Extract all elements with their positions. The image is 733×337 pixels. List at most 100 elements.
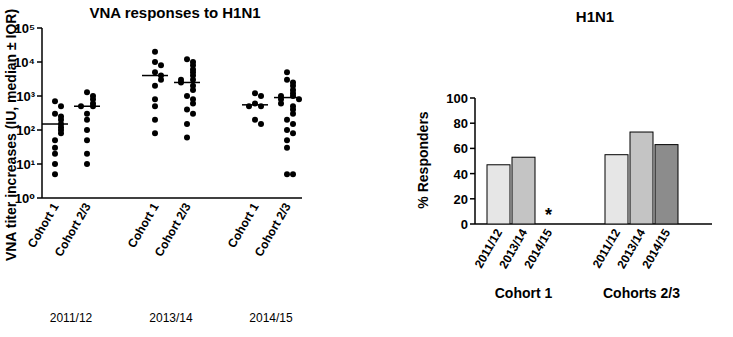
dot [184, 121, 190, 127]
y-tick [470, 122, 475, 124]
y-axis-label: VNA titer increases (IU, median ± IQR) [3, 9, 19, 261]
dot [84, 151, 90, 157]
dot [152, 59, 158, 65]
y-axis-line [41, 28, 43, 198]
dot [152, 96, 158, 102]
dot [190, 87, 196, 93]
x-tick-label: 2014/15 [639, 226, 673, 271]
y-tick [470, 223, 475, 225]
y-tick-label: 100 [446, 91, 468, 106]
group-label: Cohorts 2/3 [603, 285, 680, 301]
dot [84, 127, 90, 133]
dot [152, 83, 158, 89]
dot [152, 49, 158, 55]
dot [290, 121, 296, 127]
bar [487, 165, 510, 224]
dot [290, 130, 296, 136]
y-axis-label: % Responders [415, 111, 431, 208]
dot [252, 117, 258, 123]
dot [284, 145, 290, 151]
dot [84, 161, 90, 167]
median-line [242, 104, 268, 106]
dot [190, 101, 196, 107]
dot [152, 117, 158, 123]
y-tick [37, 197, 42, 199]
x-axis-line [42, 197, 302, 199]
dot [152, 103, 158, 109]
y-tick-label: 10³ [16, 89, 35, 104]
dot [290, 171, 296, 177]
y-tick-label: 10¹ [16, 157, 35, 172]
dot [184, 93, 190, 99]
y-tick [37, 129, 42, 131]
dot [84, 137, 90, 143]
x-tick-label: Cohort 2/3 [252, 200, 294, 259]
plot-area [487, 132, 678, 224]
dot [258, 121, 264, 127]
y-tick [37, 61, 42, 63]
y-tick-label: 20 [454, 192, 468, 207]
dot [184, 135, 190, 141]
dot [158, 77, 164, 83]
chart-title: VNA responses to H1N1 [89, 4, 260, 21]
dot [184, 107, 190, 113]
y-tick [37, 95, 42, 97]
dot [284, 77, 290, 83]
dot [184, 56, 190, 62]
dot [284, 137, 290, 143]
dot [58, 103, 64, 109]
group-label: 2013/14 [149, 311, 193, 325]
median-line [274, 97, 300, 99]
dot [84, 89, 90, 95]
group-label: 2011/12 [50, 311, 93, 325]
bar [605, 155, 628, 224]
dot [152, 69, 158, 75]
x-tick-label: Cohort 2/3 [152, 200, 194, 259]
dot [252, 101, 258, 107]
dot [52, 161, 58, 167]
dot [252, 90, 258, 96]
x-tick-label: Cohort 2/3 [52, 200, 94, 259]
y-tick [470, 148, 475, 150]
dot [58, 130, 64, 136]
group-label: Cohort 1 [495, 285, 553, 301]
dot [52, 171, 58, 177]
figure: VNA responses to H1N110⁰10¹10²10³10⁴10⁵V… [0, 0, 733, 337]
dot [52, 111, 58, 117]
y-tick [37, 163, 42, 165]
x-tick-label: 2014/15 [521, 226, 555, 271]
dot [284, 171, 290, 177]
dot [290, 111, 296, 117]
median-line [74, 105, 100, 107]
dot [284, 117, 290, 123]
y-tick [470, 173, 475, 175]
dot [52, 151, 58, 157]
dot [52, 98, 58, 104]
y-tick-label: 60 [454, 141, 468, 156]
median-line [142, 75, 168, 77]
dot [258, 93, 264, 99]
dot [84, 117, 90, 123]
y-tick-label: 0 [461, 217, 468, 232]
dot [284, 69, 290, 75]
median-line [42, 123, 68, 125]
y-tick-label: 10² [16, 123, 35, 138]
dot [52, 145, 58, 151]
dot [284, 127, 290, 133]
bar [655, 145, 678, 224]
dot [190, 111, 196, 117]
dot [158, 62, 164, 68]
y-tick [470, 198, 475, 200]
y-tick-label: 40 [454, 167, 468, 182]
group-label: 2014/15 [249, 311, 293, 325]
bar [630, 132, 653, 224]
y-axis-line [474, 98, 476, 224]
plot-area [42, 49, 302, 177]
value-label: * [545, 205, 552, 225]
chart-title: H1N1 [576, 8, 614, 25]
median-line [174, 82, 200, 84]
y-tick-label: 80 [454, 116, 468, 131]
dot [152, 130, 158, 136]
y-tick [470, 97, 475, 99]
dot [52, 137, 58, 143]
